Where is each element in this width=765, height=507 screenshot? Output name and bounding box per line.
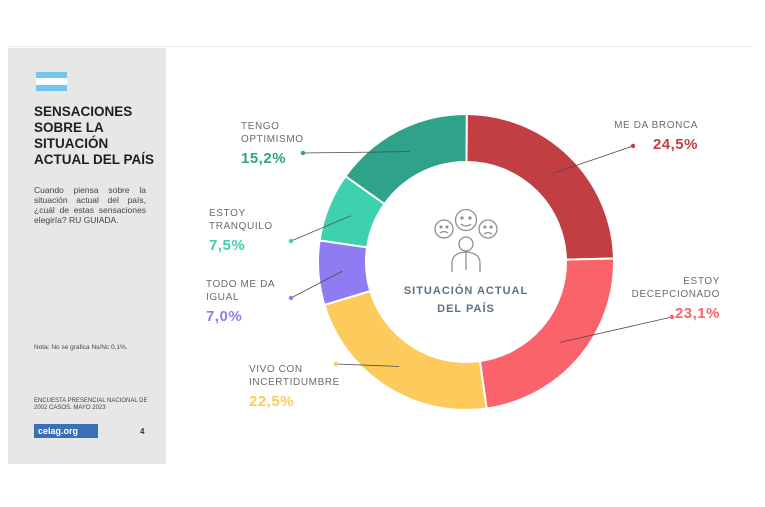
slice-label: TODO ME DA [206,279,275,290]
leader-line [290,270,343,299]
leader-line [552,145,634,174]
slice-label: ESTOY [683,276,720,287]
donut-slice [344,113,468,206]
top-divider [8,46,753,47]
slice-label: OPTIMISMO [241,134,304,145]
leader-line [560,316,673,343]
donut-slice [478,257,615,410]
slice-label: ME DA BRONCA [614,120,698,131]
argentina-flag-icon [36,72,67,91]
leader-dot [300,150,306,156]
slice-value-label: 15,2% [241,150,286,167]
slice-value-label: 23,1% [675,305,720,322]
celag-logo: celag.org [34,424,98,438]
slice-label: VIVO CON [249,364,303,375]
slice-value-label: 7,0% [206,308,242,325]
footnote: Nota: No se grafica Ns/Nc 0,1%. [34,344,128,351]
slice-value-label: 24,5% [653,136,698,153]
slice-label: DECEPCIONADO [632,289,720,300]
leader-line [290,215,352,242]
leader-line [302,151,410,154]
slice-label: TENGO [241,121,280,132]
leader-dot [630,143,636,149]
center-label-line2: DEL PAÍS [437,302,495,315]
slice-value-label: 7,5% [209,237,245,254]
survey-question: Cuando piensa sobre la situación actual … [34,185,146,225]
leader-dot [669,314,675,320]
three-faces-person-icon [434,208,498,272]
slice-value-label: 22,5% [249,393,294,410]
slide-title: SENSACIONES SOBRE LA SITUACIÓN ACTUAL DE… [34,104,155,167]
slice-label: ESTOY [209,208,246,219]
source-text: ENCUESTA PRESENCIAL NACIONAL DE 2002 CAS… [34,398,148,411]
leader-dot [333,361,339,367]
sidebar-panel: SENSACIONES SOBRE LA SITUACIÓN ACTUAL DE… [8,48,166,464]
slice-label: TRANQUILO [209,221,273,232]
leader-line [335,363,400,367]
leader-dot [288,295,294,301]
slice-label: INCERTIDUMBRE [249,377,340,388]
chart-center: SITUACIÓN ACTUAL DEL PAÍS [404,208,528,315]
slice-label: IGUAL [206,292,239,303]
leader-dot [288,238,294,244]
page-number: 4 [140,427,145,436]
center-label-line1: SITUACIÓN ACTUAL [404,284,528,297]
